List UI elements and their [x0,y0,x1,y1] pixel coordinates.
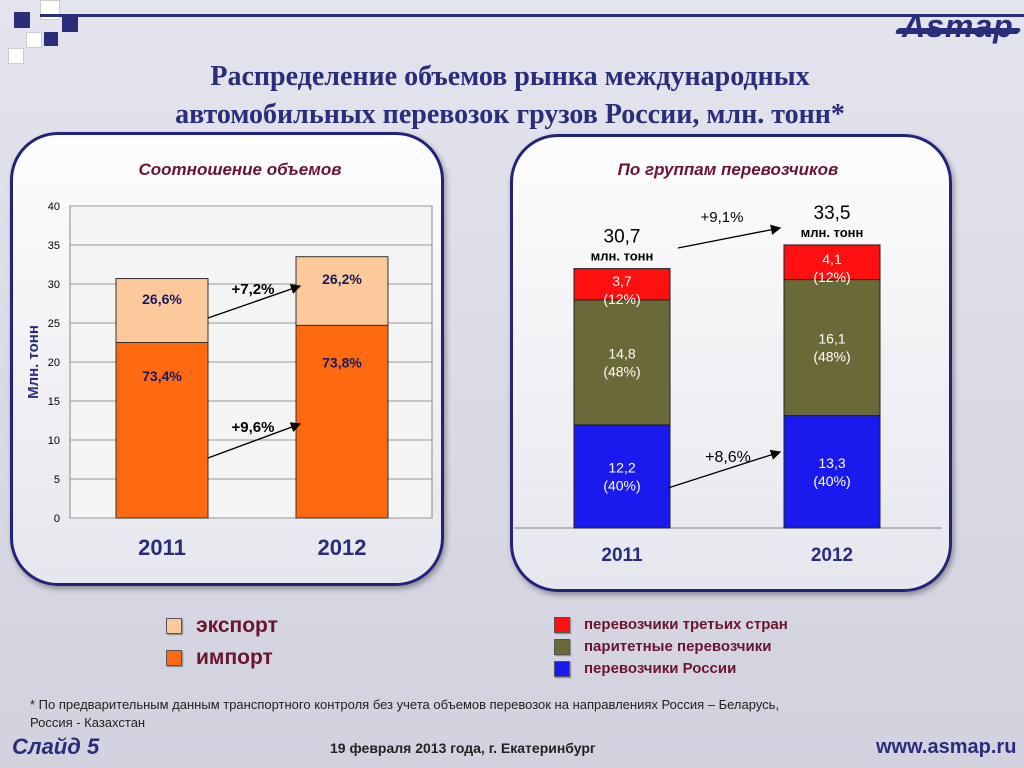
bar-перевозчики России-2012 [783,415,881,529]
total-value-label: 33,5 [814,203,851,224]
legend-label-russia: перевозчики России [584,660,737,677]
y-tick-label: 40 [48,201,60,213]
total-unit-label: млн. тонн [801,225,864,240]
y-tick-label: 5 [54,474,60,486]
bar-value-label: 16,1 [818,331,845,347]
y-tick-label: 30 [48,279,60,291]
chart-volume-ratio: 0 5 10 15 20 25 30 35 40 Млн. тонн 73,4% 26,6% 2011 7… [25,201,433,560]
footnote: * По предварительным данным транспортног… [30,696,990,732]
decor-square [62,16,78,32]
decor-square [26,32,42,48]
legend-label-export: экспорт [196,614,278,637]
y-tick-label: 20 [48,357,60,369]
legend-swatch-third-countries [554,616,570,633]
legend-export: экспорт [166,614,278,638]
legend-swatch-export [166,618,182,634]
x-tick-label: 2012 [811,545,853,566]
legend-import: импорт [166,646,273,670]
bar-паритетные перевозчики-2011 [573,299,671,426]
bar-share-label: (48%) [813,349,850,365]
decor-square [40,0,60,20]
legend-parity: паритетные перевозчики [554,638,771,655]
decor-square [44,32,58,46]
bar-share-label: 26,2% [322,271,362,287]
bar-share-label: (40%) [603,477,640,493]
bar-импорт-2011 [115,342,209,519]
title-line-1: Распределение объемов рынка международны… [210,61,810,92]
growth-label-import: +9,6% [232,419,275,436]
bar-паритетные перевозчики-2012 [783,279,881,417]
growth-arrow-total [677,224,782,249]
header-rule [40,14,1024,17]
growth-label-russia: +8,6% [705,449,751,466]
title-line-2: автомобильных перевозок грузов России, м… [175,99,845,130]
total-value-label: 30,7 [604,227,641,248]
footnote-line-1: * По предварительным данным транспортног… [30,697,780,712]
total-unit-label: млн. тонн [591,249,654,264]
bar-перевозчики третьих стран-2012 [783,244,881,281]
x-tick-label: 2011 [601,545,643,566]
legend-swatch-russia [554,660,570,677]
left-chart-title: Соотношение объемов [138,160,342,179]
x-tick-label: 2011 [138,535,186,560]
growth-arrow-import [207,422,302,459]
legend-label-parity: паритетные перевозчики [584,638,772,655]
bar-перевозчики третьих стран-2011 [573,268,671,301]
asmap-logo: Asmap [894,8,1022,45]
decor-square [14,12,30,28]
bar-share-label: (12%) [603,291,640,307]
y-axis-label: Млн. тонн [25,325,42,399]
legend-swatch-parity [554,638,570,655]
bar-share-label: 73,4% [142,368,182,384]
bar-value-label: 12,2 [608,459,635,475]
y-tick-label: 15 [48,396,60,408]
legend-third-countries: перевозчики третьих стран [554,616,788,633]
legend-swatch-import [166,650,182,666]
page-title: Распределение объемов рынка международны… [60,58,960,134]
footnote-line-2: Россия - Казахстан [30,715,146,730]
bar-value-label: 13,3 [818,455,845,471]
bar-экспорт-2011 [115,278,209,343]
y-tick-label: 25 [48,318,60,330]
bar-импорт-2012 [295,324,389,519]
growth-label-export: +7,2% [232,281,275,298]
bar-перевозчики России-2011 [573,424,671,529]
footer-url[interactable]: www.asmap.ru [876,736,1017,758]
bar-экспорт-2012 [295,256,389,326]
right-chart-title: По группам перевозчиков [617,160,839,179]
bar-share-label: 26,6% [142,291,182,307]
y-tick-label: 35 [48,240,60,252]
footer-date: 19 февраля 2013 года, г. Екатеринбург [330,740,596,756]
growth-arrow-export [207,284,302,319]
y-tick-label: 10 [48,435,60,447]
decor-square [8,48,24,64]
growth-label-total: +9,1% [701,209,744,226]
bar-value-label: 4,1 [822,251,842,267]
growth-arrow-russia [667,449,782,489]
legend-russia: перевозчики России [554,660,736,677]
bar-share-label: 73,8% [322,355,362,371]
legend-label-third-countries: перевозчики третьих стран [584,616,788,633]
bar-share-label: (48%) [603,363,640,379]
bar-value-label: 14,8 [608,345,635,361]
x-tick-label: 2012 [318,535,367,560]
bar-value-label: 3,7 [612,273,632,289]
legend-label-import: импорт [196,646,273,669]
logo-text: Asmap [902,8,1014,44]
slide-number: Слайд 5 [12,734,100,759]
bar-share-label: (12%) [813,269,850,285]
y-tick-label: 0 [54,513,60,525]
bar-share-label: (40%) [813,473,850,489]
